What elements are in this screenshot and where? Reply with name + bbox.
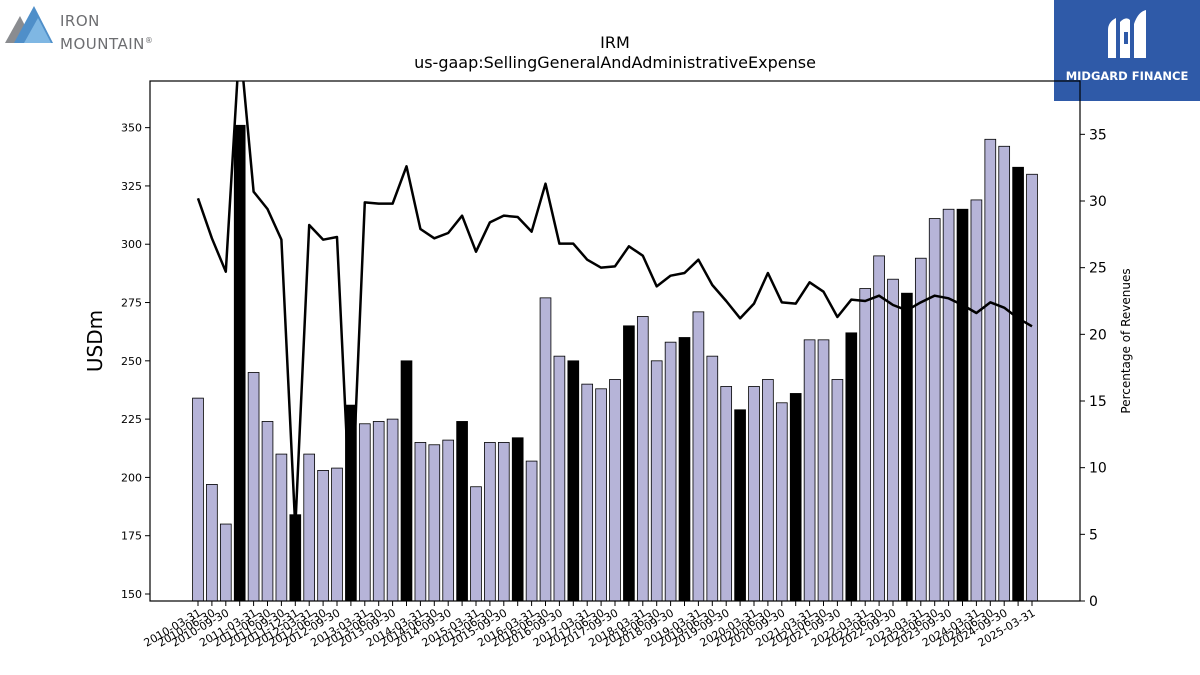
y2-axis: 0 5 10 15 20 25 30 35: [1080, 127, 1107, 610]
bar-2021-03-31: [803, 339, 816, 601]
bar-2010-12-31: [233, 124, 246, 601]
y-tick-label: 250: [121, 355, 142, 368]
bar-2024-06-30: [984, 138, 997, 601]
x-axis: 2010-03-312010-06-302010-09-302011-03-31…: [142, 601, 1038, 650]
percentage-of-revenues-line: [196, 81, 1033, 529]
bar-2025-03-31: [1026, 173, 1038, 601]
bar-2019-12-31: [734, 409, 746, 601]
bar-2024-12-31: [1012, 166, 1024, 601]
y-tick-label: 175: [121, 530, 142, 543]
bar-2019-03-31: [692, 311, 705, 601]
bar-2015-12-31: [511, 437, 524, 601]
y2-axis-label: Percentage of Revenues: [1119, 268, 1133, 413]
bar-2011-06-30: [261, 421, 274, 601]
bar-2018-03-31: [636, 316, 649, 601]
bar-2013-06-30: [372, 421, 385, 601]
chart-title: IRM: [600, 33, 630, 52]
bar-2024-03-31: [970, 199, 983, 601]
bar-2016-06-30: [539, 297, 552, 601]
bar-2023-03-31: [914, 257, 927, 601]
bar-2014-03-31: [414, 442, 427, 601]
bar-2020-09-30: [775, 402, 788, 601]
bar-2015-06-30: [484, 442, 496, 601]
bar-2021-12-31: [845, 332, 858, 601]
bar-2016-03-31: [525, 460, 538, 601]
bar-2023-09-30: [942, 208, 955, 601]
bar-2011-09-30: [275, 453, 288, 601]
bar-2012-06-30: [317, 470, 329, 601]
bar-2013-03-31: [358, 423, 371, 601]
mountain-logo-icon: [5, 6, 53, 43]
y2-tick-label: 20: [1089, 327, 1107, 343]
bar-2018-06-30: [650, 360, 663, 601]
bar-2019-06-30: [706, 355, 719, 601]
bar-2010-06-30: [206, 484, 218, 601]
bar-2017-09-30: [609, 379, 621, 601]
midgard-logo-icon: [1108, 10, 1146, 58]
y2-tick-label: 30: [1089, 194, 1107, 210]
y-tick-label: 275: [121, 297, 142, 310]
bar-2014-12-31: [456, 421, 468, 601]
bar-2015-03-31: [470, 486, 482, 601]
bar-series: [192, 124, 1038, 601]
bar-2020-03-31: [748, 386, 760, 601]
y-tick-label: 150: [121, 588, 142, 601]
y2-tick-label: 15: [1089, 394, 1107, 410]
bar-2022-12-31: [901, 292, 913, 601]
bar-2012-03-31: [303, 453, 316, 601]
y-tick-label: 300: [121, 238, 142, 251]
brand-line-1: IRON: [60, 12, 100, 30]
y-tick-label: 200: [121, 471, 142, 484]
bar-2013-09-30: [386, 418, 399, 601]
bar-2022-06-30: [873, 255, 885, 601]
y2-tick-label: 0: [1089, 594, 1098, 610]
bar-2022-09-30: [887, 278, 899, 601]
bar-2011-03-31: [247, 372, 260, 601]
bar-2016-09-30: [553, 355, 566, 601]
chart-subtitle: us-gaap:SellingGeneralAndAdministrativeE…: [414, 53, 816, 72]
bar-2023-12-31: [956, 208, 969, 601]
bar-2021-09-30: [831, 379, 844, 601]
y2-tick-label: 25: [1089, 261, 1107, 277]
y-tick-label: 325: [121, 180, 142, 193]
y-tick-label: 225: [121, 413, 142, 426]
badge-text: MIDGARD FINANCE: [1065, 69, 1189, 83]
bar-2024-09-30: [998, 145, 1011, 601]
y2-tick-label: 35: [1089, 127, 1107, 143]
bar-2018-09-30: [664, 341, 677, 601]
bar-2018-12-31: [678, 337, 691, 601]
bar-2017-03-31: [581, 383, 594, 601]
bar-2013-12-31: [400, 360, 413, 601]
iron-mountain-logo: IRON MOUNTAIN®: [4, 4, 174, 53]
bar-2010-09-30: [219, 523, 232, 601]
bar-2014-09-30: [442, 439, 455, 601]
y-tick-label: 350: [121, 122, 142, 135]
bar-2010-03-31: [192, 397, 204, 601]
bar-2019-09-30: [720, 386, 733, 601]
bar-2020-12-31: [789, 393, 802, 601]
y-axis-label: USDm: [83, 310, 107, 372]
bar-2023-06-30: [928, 218, 941, 601]
midgard-finance-badge: MIDGARD FINANCE: [1054, 0, 1200, 101]
bar-2020-06-30: [762, 379, 774, 601]
bar-2015-09-30: [497, 442, 510, 601]
brand-line-2: MOUNTAIN: [60, 35, 145, 53]
y-axis: 150 175 200 225 250 275 300 325 350: [121, 122, 150, 601]
line-series: [196, 81, 1033, 529]
bar-2017-12-31: [623, 325, 635, 601]
bar-2021-06-30: [817, 339, 830, 601]
bar-2012-09-30: [331, 467, 343, 601]
bar-2022-03-31: [859, 288, 872, 601]
registered-mark: ®: [144, 36, 154, 45]
bar-2016-12-31: [567, 360, 580, 601]
bar-2014-06-30: [428, 444, 441, 601]
y2-tick-label: 5: [1089, 527, 1098, 543]
bar-2017-06-30: [595, 388, 607, 601]
y2-tick-label: 10: [1089, 461, 1107, 477]
